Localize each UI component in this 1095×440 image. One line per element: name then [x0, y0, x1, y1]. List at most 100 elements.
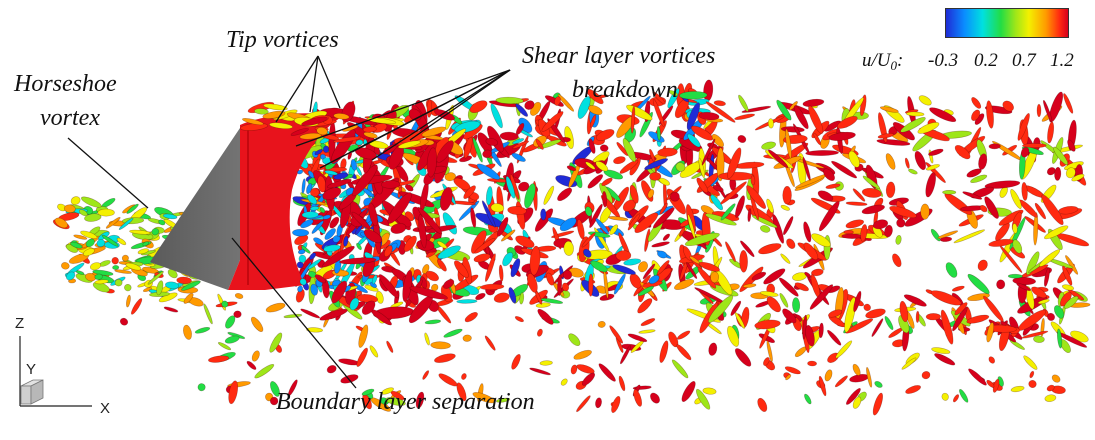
vortex-blob	[792, 297, 801, 313]
vortex-blob	[1017, 113, 1030, 141]
vortex-blob	[461, 373, 467, 380]
colorbar-tick: -0.3	[928, 50, 959, 71]
vortex-blob	[608, 216, 629, 221]
horseshoe-label-line2: vortex	[40, 105, 100, 131]
vortex-blob	[657, 250, 668, 259]
vortex-blob	[292, 196, 312, 206]
vortex-blob	[515, 103, 528, 117]
vortex-blob	[363, 229, 383, 244]
vortex-blob	[270, 381, 280, 397]
vortex-blob	[1048, 91, 1064, 123]
vortex-blob	[921, 371, 931, 380]
shear-layer-label-line1: Shear layer vortices	[522, 43, 716, 69]
vortex-blob	[697, 267, 717, 289]
vortex-blob	[662, 233, 671, 241]
vortex-blob	[554, 96, 561, 106]
vortex-blob	[1044, 225, 1069, 240]
vortex-blob	[898, 315, 910, 334]
vortex-blob	[780, 253, 791, 264]
vortex-blob	[508, 287, 517, 304]
vortex-blob	[915, 310, 920, 323]
vortex-blob	[476, 163, 501, 180]
vortex-blob	[874, 380, 883, 388]
vortex-blob	[425, 224, 457, 234]
vortex-blob	[381, 180, 401, 189]
vortex-blob	[705, 213, 737, 226]
vortex-blob	[843, 229, 854, 235]
vortex-blob	[557, 93, 575, 112]
vortex-blob	[540, 208, 547, 221]
vortex-blob	[568, 333, 581, 347]
vortex-blob	[296, 261, 304, 269]
vortex-blob	[162, 213, 178, 220]
vortex-blob	[779, 292, 789, 308]
vortex-blob	[803, 242, 819, 261]
vortex-blob	[356, 294, 379, 304]
vortex-blob	[612, 264, 636, 275]
vortex-blob	[356, 166, 362, 176]
vortex-blob	[137, 248, 149, 255]
vortex-blob	[511, 152, 526, 162]
vortex-blob	[1033, 335, 1045, 343]
vortex-blob	[836, 116, 858, 129]
shear-layer-sheet	[228, 113, 340, 291]
vortex-blob	[287, 379, 298, 397]
vortex-blob	[539, 360, 553, 366]
vortex-blob	[424, 332, 430, 346]
vortex-blob	[712, 184, 724, 193]
vortex-blob	[250, 316, 264, 332]
vortex-blob	[176, 276, 192, 285]
vortex-blob	[306, 327, 323, 333]
vortex-blob	[309, 206, 320, 211]
vortex-blob	[363, 131, 378, 139]
vortex-blob	[930, 228, 941, 242]
vortex-blob	[1025, 285, 1035, 310]
vortex-blob	[142, 241, 149, 247]
vortex-blob	[203, 303, 213, 325]
vortex-blob	[576, 219, 585, 240]
vortex-blob	[316, 126, 328, 136]
vortex-blob	[595, 129, 615, 141]
vortex-blob	[588, 105, 603, 116]
vortex-blob	[603, 169, 624, 180]
vortex-blob	[265, 302, 286, 313]
vortex-blob	[386, 340, 394, 353]
vortex-blob	[65, 271, 76, 281]
colorbar	[945, 8, 1069, 38]
vortex-blob	[324, 170, 338, 176]
vortex-blob	[747, 208, 752, 222]
vortex-blob	[502, 251, 514, 267]
vortex-blob	[557, 187, 573, 202]
axis-triad	[19, 336, 92, 407]
vortex-blob	[349, 297, 360, 311]
colorbar-suffix: :	[897, 50, 904, 71]
vortex-blob	[181, 280, 201, 291]
vortex-blob	[597, 320, 606, 328]
boundary-layer-label: Boundary layer separation	[276, 389, 535, 415]
vortex-blob	[656, 126, 661, 141]
vortex-blob	[690, 125, 714, 141]
vortex-blob	[462, 334, 472, 342]
vortex-blob	[649, 172, 662, 181]
vortex-blob	[368, 202, 378, 227]
vortex-blob	[536, 328, 543, 337]
vortex-blob	[415, 391, 425, 409]
vortex-blob	[954, 144, 971, 160]
vortex-blob	[595, 160, 609, 172]
vortex-blob	[300, 219, 314, 229]
vortex-blob	[1023, 355, 1038, 370]
vortex-blob	[224, 335, 240, 344]
vortex-blob	[727, 325, 740, 347]
vortex-blob	[1046, 384, 1055, 392]
vortex-blob	[681, 381, 696, 402]
vortex-blob	[805, 324, 815, 347]
vortex-blob	[1053, 146, 1069, 166]
vortex-blob	[371, 274, 378, 285]
shear-leader-3	[351, 69, 511, 153]
vortex-blob	[679, 91, 708, 100]
vortex-blob	[576, 364, 595, 374]
vortex-blob	[674, 279, 695, 290]
vortex-blob	[481, 200, 496, 228]
vortex-blob	[686, 262, 698, 279]
